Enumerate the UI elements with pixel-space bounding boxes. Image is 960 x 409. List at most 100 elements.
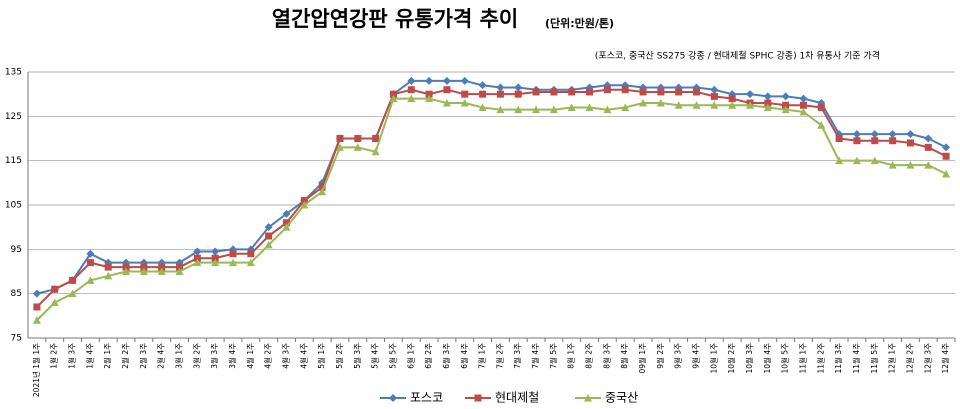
marker bbox=[781, 92, 790, 101]
marker bbox=[532, 105, 541, 114]
x-tick-label: 3월 4주 bbox=[227, 343, 237, 369]
marker bbox=[104, 263, 112, 271]
marker bbox=[86, 276, 95, 284]
x-tick-label: 3월 1주 bbox=[174, 343, 184, 369]
marker bbox=[656, 99, 665, 107]
marker bbox=[550, 88, 558, 96]
marker bbox=[193, 254, 201, 262]
x-tick-label: 6월 4주 bbox=[459, 343, 469, 369]
x-tick-label: 12월 3주 bbox=[922, 343, 932, 374]
marker bbox=[158, 263, 166, 271]
marker bbox=[852, 156, 861, 165]
x-tick-label: 1월 3주 bbox=[67, 343, 77, 369]
marker bbox=[799, 107, 808, 116]
chart-subtitle: (포스코, 중국산 SS275 강종 / 현대제철 SPHC 강종) 1차 유통… bbox=[595, 50, 880, 62]
marker bbox=[425, 76, 434, 85]
marker bbox=[693, 88, 701, 96]
x-tick-label: 5월 2주 bbox=[334, 343, 344, 369]
marker bbox=[567, 103, 576, 111]
marker bbox=[140, 263, 148, 271]
x-tick-label: 11월 5주 bbox=[869, 343, 879, 374]
x-tick-label: 10월 1주 bbox=[708, 343, 718, 374]
marker bbox=[745, 90, 754, 99]
marker bbox=[104, 271, 113, 280]
x-tick-label: 12월 4주 bbox=[940, 343, 950, 374]
x-tick-label: 11월 1주 bbox=[797, 343, 807, 374]
marker bbox=[461, 90, 469, 98]
marker bbox=[479, 90, 487, 98]
x-tick-label: 6월 1주 bbox=[405, 343, 415, 369]
x-tick-label: 6월 3주 bbox=[441, 343, 451, 369]
y-tick-label: 115 bbox=[5, 156, 22, 166]
marker bbox=[229, 258, 238, 267]
marker bbox=[68, 289, 77, 298]
marker bbox=[371, 147, 380, 156]
marker bbox=[514, 105, 523, 114]
line bbox=[36, 97, 947, 321]
marker bbox=[211, 254, 219, 262]
marker bbox=[407, 76, 416, 85]
marker bbox=[871, 137, 879, 145]
x-tick-label: 8월 1주 bbox=[566, 343, 576, 369]
marker bbox=[728, 101, 737, 109]
marker bbox=[942, 169, 951, 178]
marker bbox=[924, 161, 933, 169]
unit-label: (단위:만원/톤) bbox=[545, 16, 614, 30]
marker bbox=[817, 121, 826, 129]
marker bbox=[496, 90, 504, 98]
marker bbox=[674, 101, 683, 109]
marker bbox=[157, 267, 166, 275]
marker bbox=[211, 258, 220, 267]
y-tick-label: 75 bbox=[11, 334, 22, 344]
marker bbox=[460, 99, 469, 107]
marker bbox=[639, 99, 648, 107]
marker bbox=[906, 139, 914, 147]
marker bbox=[764, 99, 772, 107]
marker bbox=[852, 130, 861, 139]
x-tick-label: 5월 5주 bbox=[387, 343, 397, 369]
marker bbox=[425, 90, 433, 98]
x-tick-label: 4월 2주 bbox=[263, 343, 273, 369]
x-tick-label: 1월 4주 bbox=[84, 343, 94, 369]
marker bbox=[407, 86, 415, 94]
x-tick-label: 09월 1주 bbox=[637, 343, 647, 374]
marker bbox=[122, 267, 131, 275]
marker bbox=[86, 249, 95, 258]
marker bbox=[621, 103, 630, 111]
x-tick-label: 5월 3주 bbox=[352, 343, 362, 369]
marker bbox=[853, 137, 861, 145]
marker bbox=[425, 94, 434, 103]
marker bbox=[603, 105, 612, 114]
x-tick-label: 4월 4주 bbox=[298, 343, 308, 369]
chart-title: 열간압연강판 유통가격 추이 bbox=[272, 7, 518, 31]
marker bbox=[496, 83, 505, 92]
marker bbox=[603, 86, 611, 94]
marker bbox=[442, 99, 451, 107]
marker bbox=[799, 101, 807, 109]
marker bbox=[193, 247, 202, 256]
x-tick-label: 9월 2주 bbox=[655, 343, 665, 369]
legend-label: 포스코 bbox=[410, 391, 443, 405]
marker bbox=[889, 137, 897, 145]
x-tick-label: 4월 3주 bbox=[280, 343, 290, 369]
x-tick-label: 2021년 1월 1주 bbox=[31, 343, 41, 397]
marker bbox=[763, 103, 772, 111]
legend-label: 중국산 bbox=[605, 391, 638, 405]
marker bbox=[781, 105, 790, 114]
marker bbox=[586, 88, 594, 96]
marker bbox=[246, 258, 255, 267]
marker bbox=[354, 135, 362, 142]
x-tick-label: 5월 4주 bbox=[370, 343, 380, 369]
marker bbox=[710, 101, 719, 109]
x-tick-label: 9월 3주 bbox=[673, 343, 683, 369]
marker bbox=[835, 135, 843, 142]
x-tick-label: 10월 5주 bbox=[780, 343, 790, 374]
legend-label: 현대제철 bbox=[495, 391, 539, 405]
marker bbox=[32, 289, 41, 298]
marker bbox=[318, 183, 326, 191]
marker bbox=[763, 92, 772, 101]
marker bbox=[496, 105, 505, 114]
x-tick-label: 7월 3주 bbox=[512, 343, 522, 369]
marker bbox=[33, 303, 41, 311]
line bbox=[36, 88, 947, 308]
